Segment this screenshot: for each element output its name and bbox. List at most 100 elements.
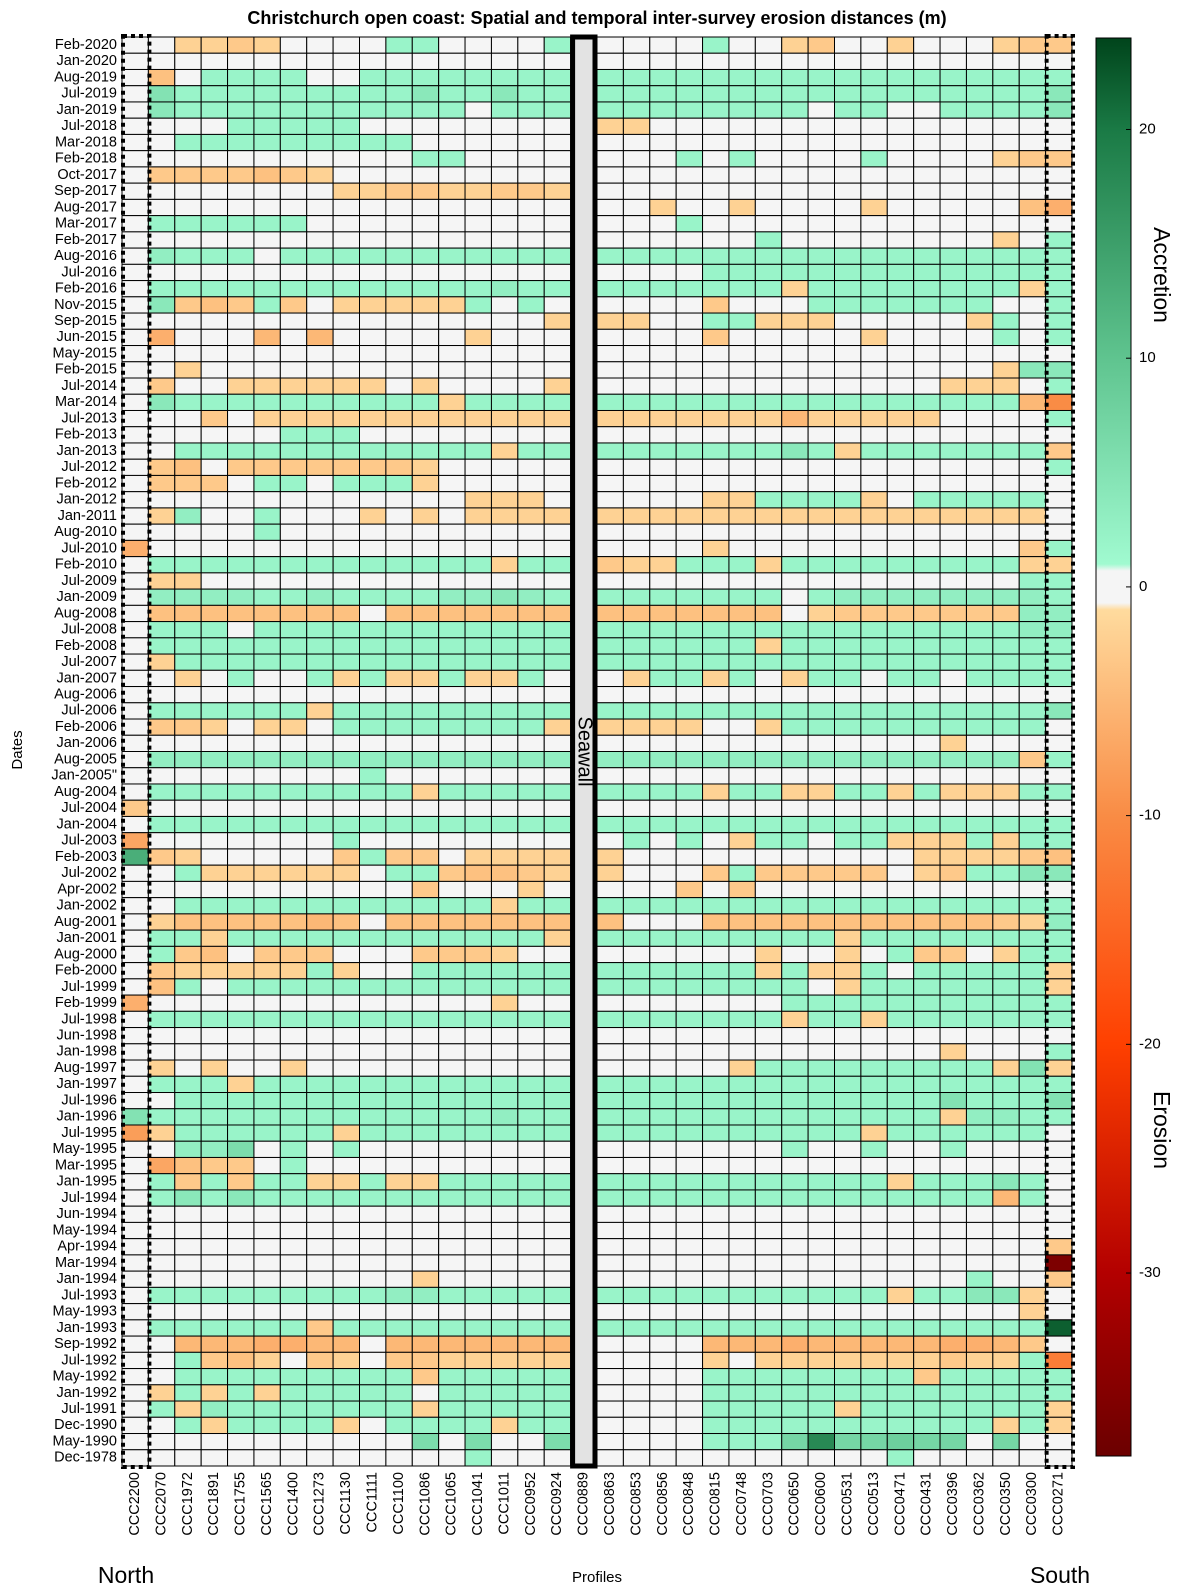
- heatmap-cell: [965, 637, 994, 655]
- heatmap-cell: [517, 572, 545, 590]
- heatmap-cell: [649, 783, 677, 801]
- heatmap-cell: [411, 815, 440, 834]
- heatmap-cell: [253, 198, 281, 217]
- heatmap-cell: [438, 68, 466, 87]
- y-tick-label: Feb-2003: [55, 849, 117, 865]
- heatmap-cell: [834, 913, 862, 931]
- heatmap-cell: [464, 588, 492, 606]
- heatmap-cell: [728, 1335, 756, 1353]
- heatmap-cell: [490, 1156, 519, 1175]
- heatmap-cell: [1045, 799, 1073, 817]
- heatmap-cell: [438, 1286, 466, 1305]
- heatmap-cell: [702, 263, 730, 282]
- heatmap-cell: [754, 604, 783, 623]
- heatmap-cell: [438, 913, 466, 931]
- heatmap-cell: [490, 637, 519, 655]
- heatmap-cell: [807, 751, 835, 769]
- heatmap-cell: [992, 1449, 1020, 1467]
- heatmap-cell: [227, 409, 255, 428]
- heatmap-cell: [1045, 231, 1073, 249]
- heatmap-cell: [385, 1335, 413, 1353]
- heatmap-cell: [490, 215, 519, 233]
- heatmap-cell: [517, 523, 545, 541]
- heatmap-cell: [306, 945, 334, 964]
- heatmap-cell: [438, 1303, 466, 1321]
- heatmap-cell: [411, 1384, 440, 1402]
- heatmap-cell: [675, 1027, 704, 1045]
- heatmap-cell: [306, 751, 334, 769]
- heatmap-cell: [438, 1140, 466, 1158]
- heatmap-cell: [279, 1205, 308, 1223]
- colorbar-tick-label: -30: [1139, 1264, 1161, 1281]
- heatmap-cell: [279, 1075, 308, 1094]
- heatmap-cell: [913, 1221, 941, 1240]
- heatmap-cell: [200, 215, 229, 233]
- heatmap-cell: [596, 280, 624, 298]
- heatmap-cell: [464, 1124, 492, 1142]
- heatmap-cell: [543, 815, 572, 834]
- heatmap-cell: [464, 1384, 492, 1402]
- heatmap-cell: [596, 1433, 624, 1451]
- heatmap-cell: [438, 1319, 466, 1337]
- heatmap-cell: [517, 1156, 545, 1175]
- heatmap-cell: [306, 572, 334, 590]
- x-tick-label: CCC0513: [866, 1472, 882, 1536]
- y-tick-label: Aug-2008: [54, 605, 117, 621]
- heatmap-cell: [174, 361, 202, 379]
- heatmap-cell: [965, 1059, 994, 1077]
- heatmap-cell: [411, 832, 440, 850]
- heatmap-cell: [992, 588, 1020, 606]
- heatmap-cell: [860, 962, 888, 980]
- heatmap-cell: [385, 1092, 413, 1110]
- heatmap-cell: [543, 1368, 572, 1386]
- heatmap-cell: [728, 1286, 756, 1305]
- heatmap-cell: [147, 686, 176, 704]
- heatmap-cell: [728, 978, 756, 996]
- heatmap-cell: [438, 783, 466, 801]
- heatmap-cell: [490, 880, 519, 899]
- heatmap-cell: [200, 962, 229, 980]
- heatmap-cell: [649, 799, 677, 817]
- heatmap-cell: [913, 1189, 941, 1207]
- heatmap-cell: [385, 263, 413, 282]
- heatmap-cell: [279, 312, 308, 330]
- heatmap-cell: [121, 117, 149, 135]
- heatmap-cell: [332, 1043, 361, 1061]
- heatmap-cell: [438, 182, 466, 200]
- heatmap-cell: [385, 1108, 413, 1126]
- heatmap-cell: [1045, 767, 1073, 785]
- heatmap-cell: [200, 1075, 229, 1094]
- heatmap-cell: [834, 1449, 862, 1467]
- heatmap-cell: [675, 1254, 704, 1272]
- heatmap-cell: [781, 1351, 809, 1370]
- heatmap-cell: [200, 994, 229, 1012]
- heatmap-cell: [253, 409, 281, 428]
- heatmap-cell: [807, 945, 835, 964]
- heatmap-cell: [200, 572, 229, 590]
- heatmap-cell: [253, 686, 281, 704]
- heatmap-cell: [359, 215, 387, 233]
- heatmap-cell: [781, 377, 809, 395]
- heatmap-cell: [649, 1059, 677, 1077]
- heatmap-cell: [754, 345, 783, 363]
- heatmap-cell: [121, 101, 149, 119]
- heatmap-cell: [438, 588, 466, 606]
- heatmap-cell: [200, 718, 229, 736]
- heatmap-cell: [490, 1221, 519, 1240]
- heatmap-cell: [490, 36, 519, 54]
- heatmap-cell: [886, 994, 915, 1012]
- heatmap-cell: [464, 880, 492, 899]
- heatmap-cell: [860, 832, 888, 850]
- heatmap-cell: [702, 1140, 730, 1158]
- heatmap-cell: [939, 1351, 967, 1370]
- heatmap-cell: [596, 864, 624, 882]
- heatmap-cell: [411, 491, 440, 509]
- heatmap-cell: [992, 52, 1020, 70]
- heatmap-cell: [939, 929, 967, 947]
- heatmap-cell: [860, 1384, 888, 1402]
- heatmap-cell: [517, 1059, 545, 1077]
- heatmap-cell: [781, 1238, 809, 1256]
- heatmap-cell: [332, 377, 361, 395]
- heatmap-cell: [1018, 1189, 1047, 1207]
- heatmap-cell: [359, 52, 387, 70]
